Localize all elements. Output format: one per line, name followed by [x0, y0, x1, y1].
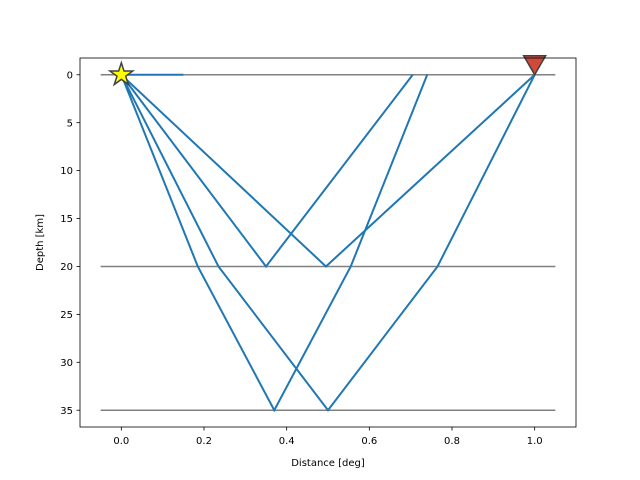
- source-star-icon: [107, 60, 136, 87]
- ray-path: [120, 74, 536, 412]
- x-tick-label: 1.0: [527, 436, 543, 447]
- markers: [107, 55, 547, 87]
- y-tick-label: 5: [67, 118, 73, 129]
- ray-path: [120, 74, 536, 268]
- plot-frame: [79, 57, 577, 428]
- receiver-triangle-icon: [522, 55, 547, 77]
- x-axis-ticks: 0.0 0.2 0.4 0.6 0.8 1.0: [113, 427, 543, 447]
- y-tick-label: 35: [60, 406, 73, 417]
- ray-paths: [120, 73, 536, 413]
- y-tick-label: 20: [60, 262, 73, 273]
- x-tick-label: 0.0: [113, 436, 129, 447]
- layer-boundaries: [100, 74, 556, 411]
- x-tick-label: 0.6: [361, 436, 377, 447]
- x-tick-label: 0.4: [279, 436, 295, 447]
- ray-path: [120, 74, 414, 269]
- y-tick-label: 0: [67, 70, 73, 81]
- x-tick-label: 0.2: [196, 436, 212, 447]
- y-axis-ticks: 0 5 10 15 20 25 30 35: [60, 70, 80, 417]
- y-tick-label: 15: [60, 214, 73, 225]
- x-tick-label: 0.8: [444, 436, 460, 447]
- y-tick-label: 10: [60, 166, 73, 177]
- x-axis-label: Distance [deg]: [291, 458, 365, 469]
- y-axis-label: Depth [km]: [35, 214, 46, 271]
- y-tick-label: 25: [60, 310, 73, 321]
- ray-path: [120, 74, 429, 413]
- y-tick-label: 30: [60, 358, 73, 369]
